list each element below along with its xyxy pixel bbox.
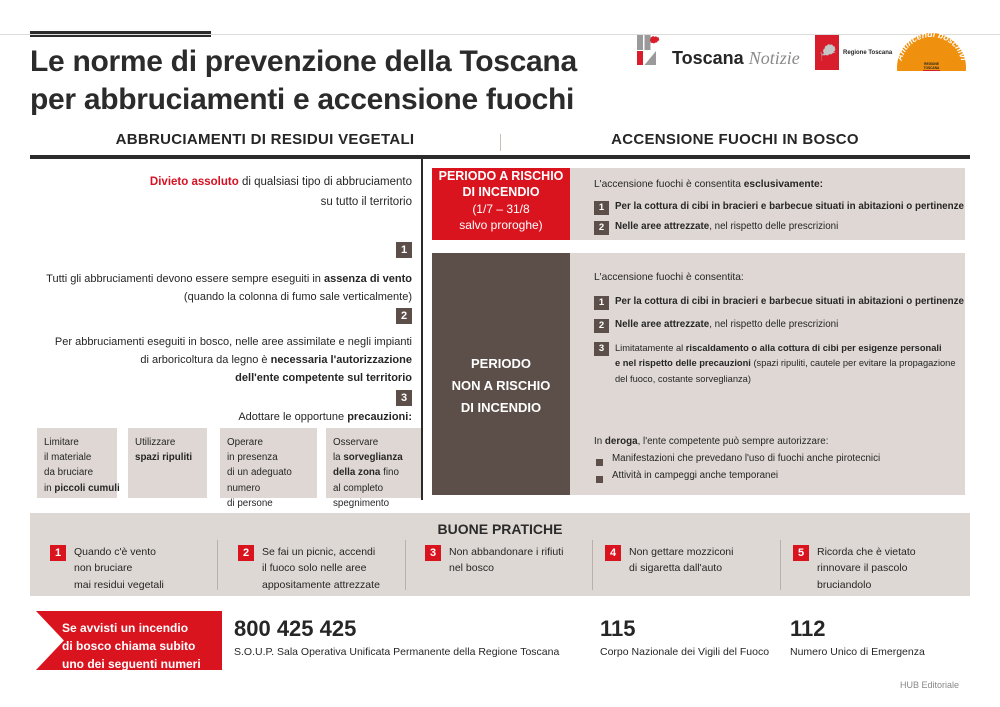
svg-text:TOSCANA: TOSCANA	[924, 66, 940, 70]
